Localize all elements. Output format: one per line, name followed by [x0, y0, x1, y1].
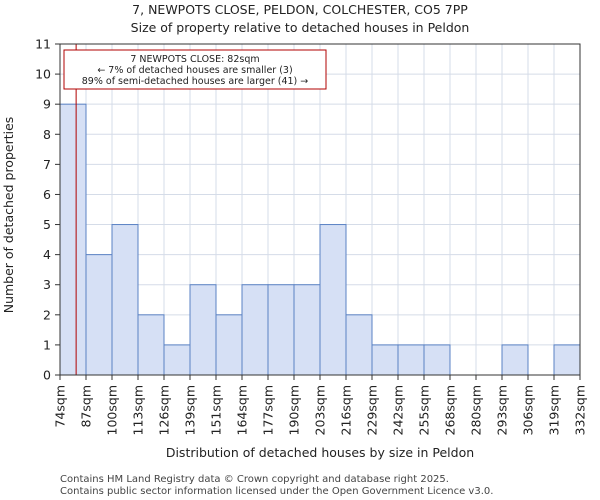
x-tick-label-13: 242sqm — [391, 385, 406, 435]
x-tick-label-12: 229sqm — [365, 385, 380, 435]
bar-5 — [189, 284, 217, 376]
x-tick-label-15: 268sqm — [443, 385, 458, 435]
bar-0 — [59, 103, 87, 376]
chart-title-line2: Size of property relative to detached ho… — [131, 20, 470, 35]
annotation-line3: 89% of semi-detached houses are larger (… — [82, 76, 309, 87]
y-tick-label-1: 1 — [43, 337, 51, 352]
x-tick-label-16: 280sqm — [469, 385, 484, 435]
x-tick-label-9: 190sqm — [287, 385, 302, 435]
y-tick-label-7: 7 — [43, 157, 51, 172]
bar-9 — [293, 284, 321, 376]
y-tick-label-5: 5 — [43, 217, 51, 232]
y-tick-label-6: 6 — [43, 187, 51, 202]
annotation-box: 7 NEWPOTS CLOSE: 82sqm ← 7% of detached … — [63, 49, 327, 90]
bar-19 — [553, 344, 581, 376]
y-tick-labels: 0 1 2 3 4 5 6 7 8 9 10 11 — [35, 37, 60, 383]
x-tick-labels: 74sqm 87sqm 100sqm 113sqm 126sqm 139sqm 151sqm… — [53, 375, 588, 435]
y-tick-label-8: 8 — [43, 127, 51, 142]
x-tick-label-18: 306sqm — [521, 385, 536, 435]
annotation-frame — [63, 49, 327, 90]
x-tick-label-6: 151sqm — [209, 385, 224, 435]
x-tick-label-0: 74sqm — [53, 385, 68, 428]
bar-13 — [397, 344, 425, 376]
bar-8 — [267, 284, 295, 376]
x-tick-label-20: 332sqm — [573, 385, 588, 435]
annotation-line2: ← 7% of detached houses are smaller (3) — [97, 65, 292, 76]
bar-2 — [111, 224, 139, 376]
y-tick-label-10: 10 — [35, 67, 51, 82]
bar-3 — [137, 314, 165, 376]
x-tick-label-5: 139sqm — [183, 385, 198, 435]
chart-title-line1: 7, NEWPOTS CLOSE, PELDON, COLCHESTER, CO… — [132, 2, 468, 17]
y-tick-label-3: 3 — [43, 277, 51, 292]
bar-7 — [241, 284, 269, 376]
x-tick-label-17: 293sqm — [495, 385, 510, 435]
y-tick-label-9: 9 — [43, 97, 51, 112]
bar-12 — [371, 344, 399, 376]
y-tick-label-0: 0 — [43, 368, 51, 383]
x-axis-label: Distribution of detached houses by size … — [166, 445, 474, 460]
x-tick-label-14: 255sqm — [417, 385, 432, 435]
y-axis-label: Number of detached properties — [1, 117, 16, 314]
x-tick-label-10: 203sqm — [313, 385, 328, 435]
bar-17 — [501, 344, 529, 376]
y-tick-label-2: 2 — [43, 307, 51, 322]
bar-1 — [85, 254, 113, 376]
x-tick-label-7: 164sqm — [235, 385, 250, 435]
x-tick-label-8: 177sqm — [261, 385, 276, 435]
y-tick-label-11: 11 — [35, 37, 51, 52]
x-tick-label-19: 319sqm — [547, 385, 562, 435]
x-tick-label-4: 126sqm — [157, 385, 172, 435]
footer-line1: Contains HM Land Registry data © Crown c… — [60, 474, 449, 485]
x-tick-label-1: 87sqm — [79, 385, 94, 428]
x-tick-label-3: 113sqm — [131, 385, 146, 435]
y-tick-label-4: 4 — [43, 247, 51, 262]
footer-line2: Contains public sector information licen… — [60, 486, 493, 497]
x-tick-label-11: 216sqm — [339, 385, 354, 435]
annotation-line1: 7 NEWPOTS CLOSE: 82sqm — [130, 54, 259, 65]
bar-11 — [345, 314, 373, 376]
x-tick-label-2: 100sqm — [105, 385, 120, 435]
bar-4 — [163, 344, 191, 376]
bar-10 — [319, 224, 347, 376]
bars — [59, 103, 581, 376]
bar-14 — [423, 344, 451, 376]
bar-6 — [215, 314, 243, 376]
